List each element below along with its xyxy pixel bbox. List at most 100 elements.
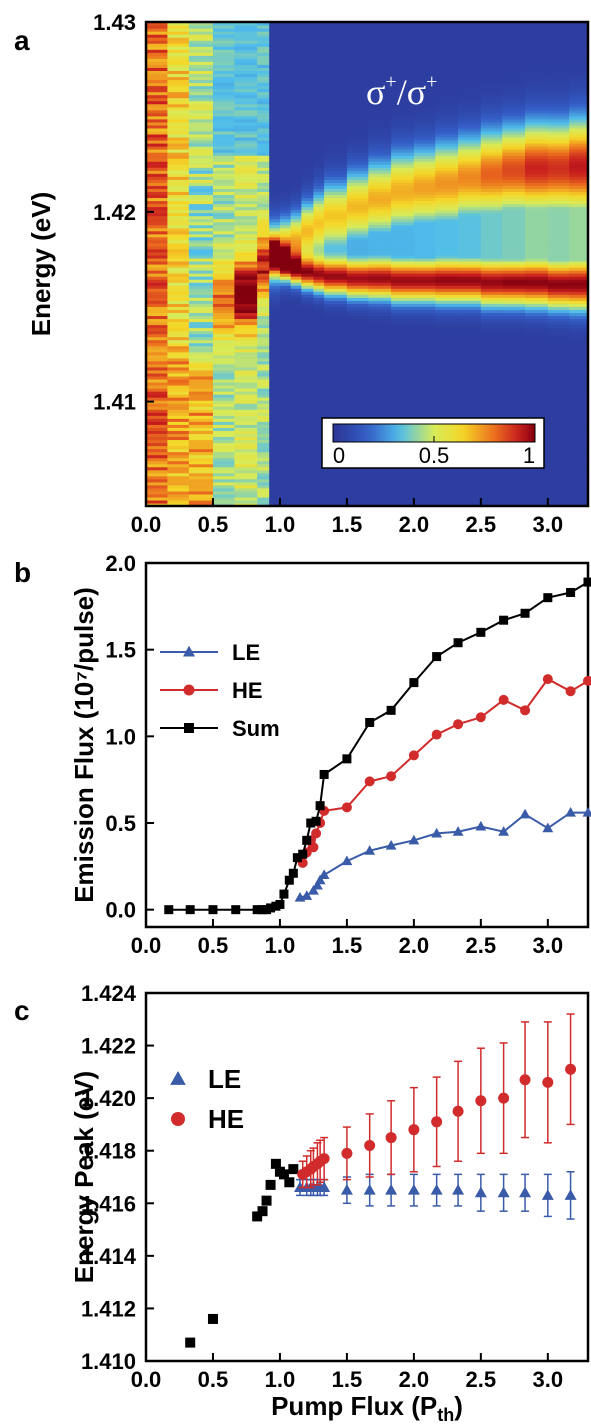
- heatmap-cell: [257, 224, 270, 229]
- heatmap-cell: [188, 209, 214, 214]
- heatmap-cell: [324, 112, 348, 117]
- data-point-le: [541, 1189, 554, 1200]
- heatmap-cell: [413, 46, 436, 50]
- heatmap-cell: [167, 61, 190, 65]
- heatmap-cell: [324, 40, 348, 44]
- heatmap-cell: [167, 124, 190, 129]
- heatmap-cell: [346, 25, 369, 29]
- heatmap-cell: [313, 233, 325, 238]
- heatmap-cell: [313, 188, 325, 192]
- heatmap-cell: [458, 79, 482, 84]
- heatmap-cell: [502, 248, 526, 253]
- heatmap-cell: [167, 251, 190, 256]
- heatmap-cell: [413, 406, 436, 410]
- heatmap-cell: [188, 378, 214, 383]
- heatmap-cell: [324, 94, 348, 99]
- heatmap-cell: [569, 206, 589, 211]
- heatmap-cell: [234, 194, 258, 199]
- heatmap-cell: [167, 306, 190, 310]
- heatmap-cell: [313, 245, 325, 250]
- heatmap-cell: [525, 221, 549, 226]
- heatmap-cell: [313, 106, 325, 111]
- heatmap-cell: [313, 85, 325, 90]
- heatmap-cell: [313, 381, 325, 386]
- data-point-he: [475, 1095, 487, 1107]
- heatmap-cell: [569, 327, 589, 332]
- heatmap-cell: [269, 103, 281, 108]
- heatmap-cell: [257, 206, 270, 211]
- heatmap-cell: [391, 360, 415, 365]
- heatmap-cell: [188, 303, 214, 307]
- heatmap-cell: [279, 330, 292, 335]
- heatmap-cell: [301, 43, 315, 47]
- heatmap-cell: [313, 88, 325, 93]
- heatmap-cell: [279, 348, 292, 353]
- heatmap-cell: [324, 345, 348, 350]
- heatmap-cell: [212, 348, 235, 353]
- heatmap-cell: [547, 188, 570, 192]
- heatmap-cell: [212, 242, 235, 247]
- heatmap-cell: [146, 88, 169, 93]
- heatmap-cell: [212, 133, 235, 138]
- heatmap-cell: [301, 58, 315, 62]
- heatmap-cell: [146, 285, 169, 289]
- data-point-he: [498, 1092, 510, 1104]
- heatmap-cell: [313, 73, 325, 78]
- heatmap-cell: [257, 412, 270, 416]
- heatmap-cell: [458, 194, 482, 199]
- heatmap-cell: [435, 297, 459, 301]
- heatmap-cell: [324, 306, 348, 310]
- heatmap-cell: [458, 306, 482, 310]
- heatmap-cell: [146, 130, 169, 135]
- heatmap-cell: [525, 91, 549, 96]
- heatmap-cell: [257, 136, 270, 141]
- heatmap-cell: [547, 303, 570, 307]
- heatmap-cell: [502, 484, 526, 489]
- heatmap-cell: [547, 251, 570, 256]
- heatmap-cell: [257, 357, 270, 362]
- heatmap-cell: [569, 25, 589, 29]
- heatmap-cell: [146, 448, 169, 453]
- heatmap-cell: [480, 221, 503, 226]
- heatmap-cell: [279, 288, 292, 292]
- heatmap-cell: [269, 412, 281, 416]
- heatmap-cell: [290, 121, 302, 126]
- heatmap-cell: [458, 312, 482, 317]
- heatmap-cell: [525, 394, 549, 398]
- heatmap-cell: [346, 267, 369, 271]
- heatmap-cell: [269, 381, 281, 386]
- heatmap-cell: [346, 279, 369, 283]
- heatmap-cell: [269, 188, 281, 192]
- heatmap-cell: [279, 487, 292, 492]
- heatmap-cell: [346, 294, 369, 298]
- heatmap-cell: [346, 188, 369, 192]
- x-tick-label: 1.5: [332, 1367, 363, 1392]
- heatmap-cell: [188, 330, 214, 335]
- panel-c-y-label: Energy Peak (eV): [69, 1071, 99, 1283]
- heatmap-cell: [569, 457, 589, 462]
- heatmap-cell: [480, 239, 503, 244]
- heatmap-cell: [146, 212, 169, 217]
- heatmap-cell: [146, 143, 169, 147]
- heatmap-cell: [279, 366, 292, 371]
- heatmap-cell: [502, 176, 526, 180]
- heatmap-cell: [279, 400, 292, 404]
- heatmap-cell: [413, 224, 436, 229]
- heatmap-cell: [188, 121, 214, 126]
- data-point-sum: [386, 705, 396, 715]
- heatmap-cell: [525, 112, 549, 117]
- heatmap-cell: [167, 182, 190, 186]
- heatmap-cell: [346, 345, 369, 350]
- heatmap-cell: [502, 475, 526, 480]
- heatmap-cell: [547, 146, 570, 150]
- heatmap-cell: [301, 457, 315, 462]
- heatmap-cell: [234, 375, 258, 380]
- heatmap-cell: [569, 115, 589, 120]
- x-tick-label: 2.5: [466, 1367, 497, 1392]
- heatmap-cell: [234, 366, 258, 371]
- heatmap-cell: [188, 103, 214, 108]
- heatmap-cell: [167, 300, 190, 304]
- heatmap-cell: [324, 378, 348, 383]
- heatmap-cell: [569, 248, 589, 253]
- heatmap-cell: [234, 67, 258, 71]
